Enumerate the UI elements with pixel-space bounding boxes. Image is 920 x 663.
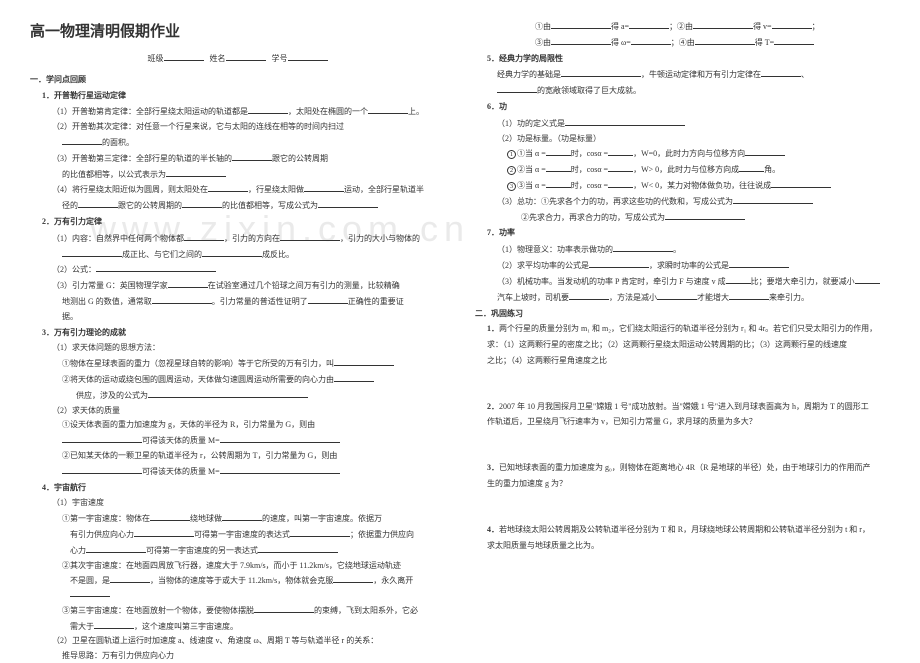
name-label: 姓名 <box>210 54 226 63</box>
q2: 2．2007 年 10 月我国探月卫星"嫦娥 1 号"成功放射。当"嫦娥 1 号… <box>475 401 890 414</box>
s7-2: （2）求平均功率的公式是，求瞬时功率的公式是 <box>475 259 890 273</box>
q4: 4．若地球绕太阳公转周期及公转轨道半径分别为 T 和 R，月球绕地球公转周期和公… <box>475 524 890 537</box>
s2-p1d: 成正比、与它们之间的成反比。 <box>30 248 445 262</box>
q3: 3．已知地球表面的重力加速度为 g₀，则物体在距离地心 4R（R 是地球的半径）… <box>475 462 890 475</box>
s4-p2: （2）卫星在圆轨道上运行时加速度 a、线速度 v、角速度 ω、周期 T 等与轨道… <box>30 635 445 648</box>
section1-heading: 一．学问点回顾 <box>30 74 445 87</box>
s4-p1-2b: 不是圆，是，当物体的速度等于或大于 11.2km/s，物体就会克服，永久离开 <box>30 574 445 602</box>
s6-2: （2）功是标量。（功是标量） <box>475 133 890 146</box>
s6-3a: （3）总功：①先求各个力的功，再求这些功的代数和，写成公式为 <box>475 195 890 209</box>
s3-p2-1: ①设天体表面的重力加速度为 g，天体的半径为 R，引力常量为 G，则由 <box>30 419 445 432</box>
item-1-heading: 1．开普勒行星运动定律 <box>30 90 445 103</box>
item-5-heading: 5．经典力学的局限性 <box>475 53 890 66</box>
item-2-heading: 2．万有引力定律 <box>30 216 445 229</box>
r-line1: ①由得 a=；②由得 v=； <box>475 20 890 34</box>
s4-p2b: 推导思路：万有引力供应向心力 <box>30 650 445 663</box>
q2b: 作轨道后，卫星绕月飞行速率为 v，已知引力常量 G，求月球的质量为多大？ <box>475 416 890 429</box>
q4b: 求太阳质量与地球质量之比为。 <box>475 540 890 553</box>
item-6-heading: 6．功 <box>475 101 890 114</box>
s6-3b: ②先求合力，再求合力的功，写成公式为 <box>475 211 890 225</box>
s1-p4: （4）将行星绕太阳近似为圆周，则太阳处在，行星绕太阳做运动，全部行星轨道半 <box>30 183 445 197</box>
s4-p1-3: ③第三宇宙速度：在地面放射一个物体，要使物体摆脱的束缚，飞到太阳系外，它必 <box>30 604 445 618</box>
s1-p3: （3）开普勒第三定律：全部行星的轨道的半长轴的跟它的公转周期 <box>30 152 445 166</box>
r-line2: ③由得 ω=；④由得 T= <box>475 36 890 50</box>
s3-p2: （2）求天体的质量 <box>30 405 445 418</box>
s6-c3: 3③当 α =时，cosα =，W< 0，某力对物体做负功，往往说成 <box>475 179 890 193</box>
s7-1: （1）物理意义：功率表示做功的。 <box>475 243 890 257</box>
item-7-heading: 7．功率 <box>475 227 890 240</box>
s2-p3: （3）引力常量 G：英国物理学家在试验室通过几个铅球之间万有引力的测量，比较精确 <box>30 279 445 293</box>
q3b: 生的重力加速度 g 为？ <box>475 478 890 491</box>
s1-p2b: 的面积。 <box>30 136 445 150</box>
right-column: ①由得 a=；②由得 v=； ③由得 ω=；④由得 T= 5．经典力学的局限性 … <box>460 20 890 631</box>
q1b: 求：（1）这两颗行星的密度之比；（2）这两颗行星绕太阳运动公转周期的比；（3）这… <box>475 339 890 352</box>
s3-p2-2: ②已知某天体的一颗卫星的轨道半径为 r，公转周期为 T，引力常量为 G，则由 <box>30 450 445 463</box>
s4-p1-3b: 需大于，这个速度叫第三宇宙速度。 <box>30 620 445 634</box>
s3-p2-1b: 可得该天体的质量 M= <box>30 434 445 448</box>
s7-3b: 汽车上坡时，司机要，方法是减小才能增大来牵引力。 <box>475 291 890 305</box>
s2-p3c: 地测出 G 的数值，通常取。引力常量的普适性证明了正确性的重要证 <box>30 295 445 309</box>
id-label: 学号 <box>272 54 288 63</box>
class-label: 班级 <box>148 54 164 63</box>
s7-3: （3）机械功率。当发动机的功率 P 肯定时，牵引力 F 与速度 v 成比；要增大… <box>475 275 890 289</box>
practice-heading: 二．巩固练习 <box>475 308 890 321</box>
s1-p3c: 的比值都相等，以公式表示为 <box>30 168 445 182</box>
s3-p1-1: ①物体在星球表面的重力（忽视星球自转的影响）等于它所受的万有引力，叫 <box>30 357 445 371</box>
q1c: 之比；（4）这两颗行星角速度之比 <box>475 355 890 368</box>
left-column: 高一物理清明假期作业 班级 姓名 学号 一．学问点回顾 1．开普勒行星运动定律 … <box>30 20 460 631</box>
s2-ju: 据。 <box>30 311 445 324</box>
s1-p2: （2）开普勒其次定律：对任意一个行星来说，它与太阳的连线在相等的时间内扫过 <box>30 121 445 134</box>
s6-1: （1）功的定义式是 <box>475 117 890 131</box>
s4-p1-2: ②其次宇宙速度：在地面四周放飞行器，速度大于 7.9km/s，而小于 11.2k… <box>30 560 445 573</box>
doc-title: 高一物理清明假期作业 <box>30 20 445 44</box>
s2-p1: （1）内容：自然界中任何两个物体都，引力的方向在，引力的大小与物体的 <box>30 232 445 246</box>
s3-p2-2b: 可得该天体的质量 M= <box>30 465 445 479</box>
s6-c2: 2②当 α =时，cosα =，W> 0，此时力与位移方向成角。 <box>475 163 890 177</box>
s1-p1: （1）开普勒第肯定律：全部行星绕太阳运动的轨道都是，太阳处在椭圆的一个上。 <box>30 105 445 119</box>
s1-p4b: 径的跟它的公转周期的的比值都相等，写成公式为 <box>30 199 445 213</box>
student-meta: 班级 姓名 学号 <box>30 52 445 66</box>
s2-p2: （2）公式： <box>30 263 445 277</box>
s3-p1: （1）求天体问题的思想方法： <box>30 342 445 355</box>
s5-line: 经典力学的基础是，牛顿运动定律和万有引力定律在、 <box>475 68 890 82</box>
item-4-heading: 4．宇宙航行 <box>30 482 445 495</box>
q1: 1．两个行星的质量分别为 m₁ 和 m₂，它们绕太阳运行的轨道半径分别为 r₁ … <box>475 323 890 336</box>
s6-c1: 1①当 α =时，cosα =，W=0，此时力方向与位移方向 <box>475 147 890 161</box>
s3-p1-2: ②将天体的运动或绕包围的圆周运动，天体做匀速圆周运动所需要的向心力由 <box>30 373 445 387</box>
s4-p1: （1）宇宙速度 <box>30 497 445 510</box>
s3-p1-2b: 供应，涉及的公式为 <box>30 389 445 403</box>
s5-line2: 的宽敞领域取得了巨大成就。 <box>475 84 890 98</box>
s4-p1-1: ①第一宇宙速度：物体在绕地球做的速度，叫第一宇宙速度。依据万 <box>30 512 445 526</box>
item-3-heading: 3．万有引力理论的成就 <box>30 327 445 340</box>
s4-p1-1c: 心力可得第一宇宙速度的另一表达式 <box>30 544 445 558</box>
s4-p1-1b: 有引力供应向心力可得第一宇宙速度的表达式；依据重力供应向 <box>30 528 445 542</box>
